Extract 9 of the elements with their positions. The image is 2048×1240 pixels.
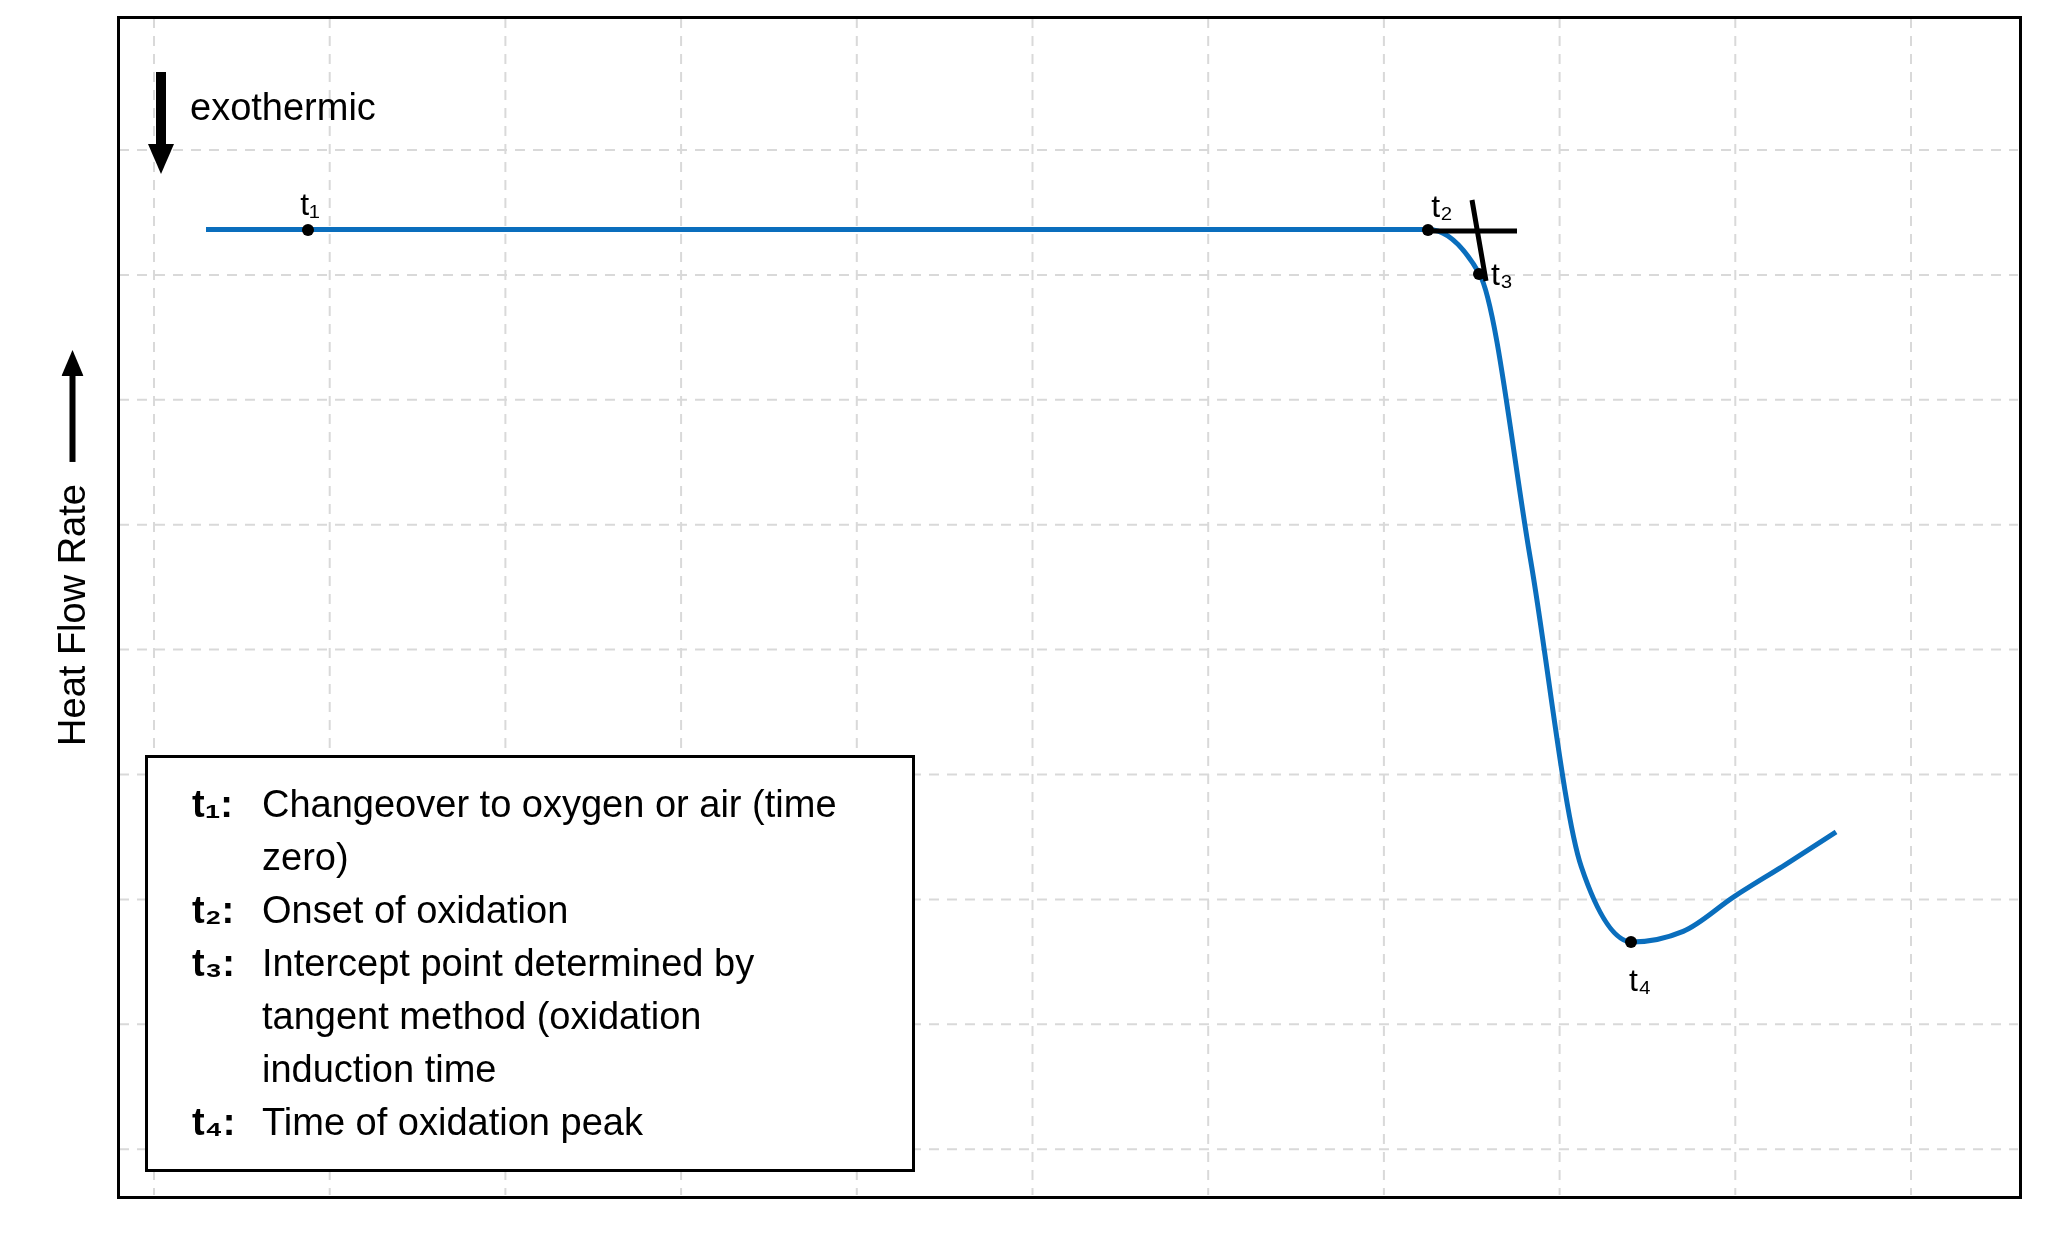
annotation: t₄: Time of oxidation peak [192, 1100, 643, 1145]
annotation: t₁: Changeover to oxygen or air (time zero) [192, 782, 838, 880]
annotation: t₂: Onset of oxidation [192, 888, 569, 933]
text: t₂ [1431, 187, 1453, 225]
y-axis-title: Heat Flow Rate [50, 484, 94, 746]
annotation: t₃ [1491, 255, 1513, 293]
annotation: t₄ [1629, 961, 1651, 999]
text: exothermic [190, 86, 376, 129]
text: t₁ [300, 185, 320, 223]
